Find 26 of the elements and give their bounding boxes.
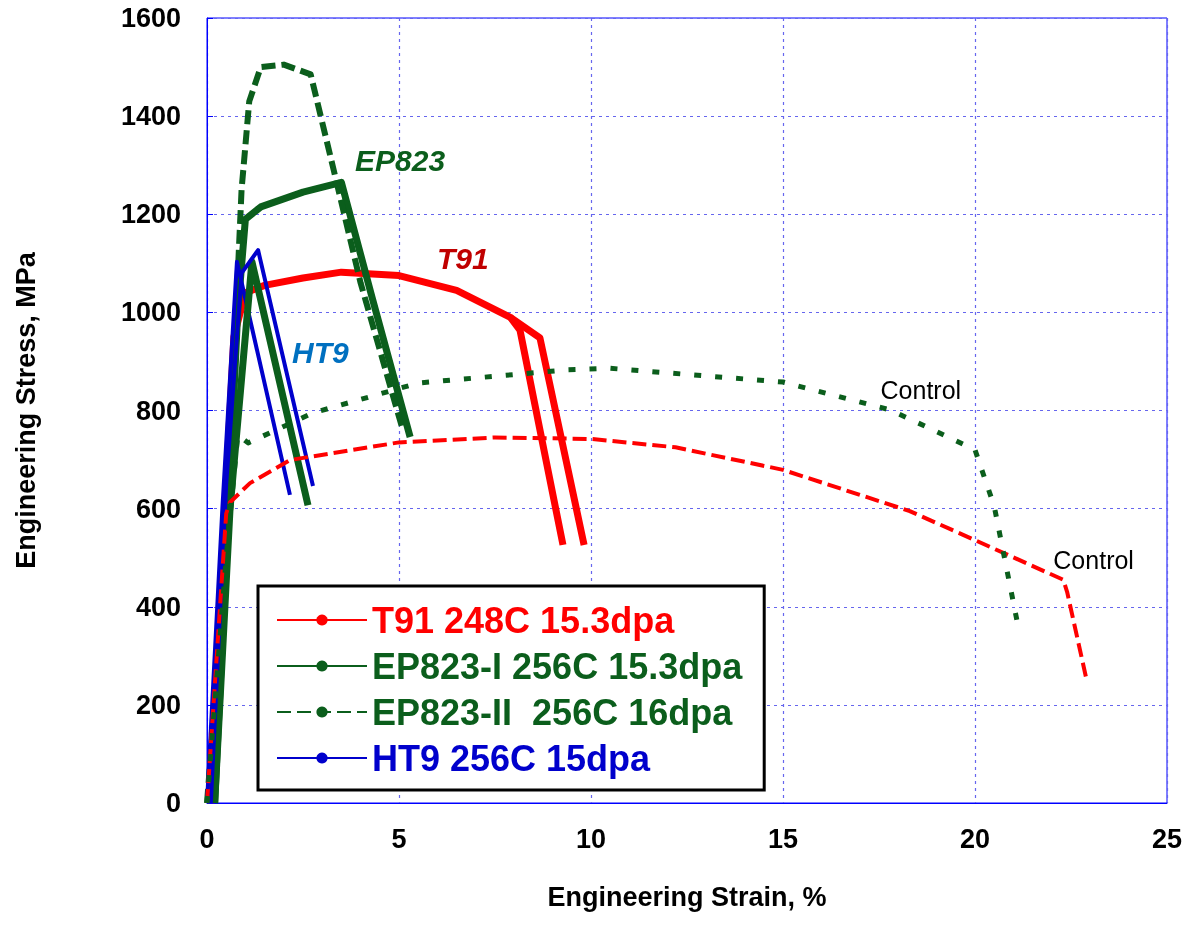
x-tick-label: 0 xyxy=(199,823,215,854)
y-axis-title: Engineering Stress, MPa xyxy=(10,251,41,569)
annotation: EP823 xyxy=(355,143,446,177)
x-tick-label: 5 xyxy=(391,823,407,854)
x-tick-label: 10 xyxy=(575,823,607,854)
legend-label: HT9 256C 15dpa xyxy=(372,737,652,779)
y-tick-label: 1200 xyxy=(120,199,181,230)
x-tick-label: 25 xyxy=(1151,823,1183,854)
y-tick-label: 0 xyxy=(165,788,181,818)
legend-label: T91 248C 15.3dpa xyxy=(372,599,676,641)
y-tick-label: 400 xyxy=(135,591,181,622)
y-tick-label: 1000 xyxy=(120,297,181,328)
x-tick-label: 20 xyxy=(959,823,991,854)
y-tick-label: 800 xyxy=(135,395,181,426)
y-tick-label: 600 xyxy=(135,493,181,524)
annotation: Control xyxy=(1053,545,1134,574)
x-axis-title: Engineering Strain, % xyxy=(547,881,827,912)
legend-label: EP823-I 256C 15.3dpa xyxy=(372,645,744,687)
y-tick-label: 1600 xyxy=(120,3,181,33)
annotation: Control xyxy=(880,376,962,405)
x-tick-label: 15 xyxy=(767,823,799,854)
legend-label: EP823-II 256C 16dpa xyxy=(372,691,734,733)
annotation: T91 xyxy=(437,241,489,275)
annotation: HT9 xyxy=(292,335,349,369)
y-tick-label: 1400 xyxy=(120,101,181,132)
y-tick-label: 200 xyxy=(135,689,181,720)
